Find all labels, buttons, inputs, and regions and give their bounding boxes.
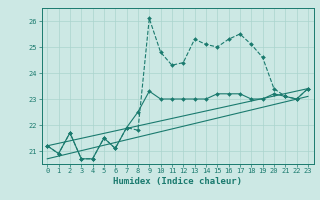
X-axis label: Humidex (Indice chaleur): Humidex (Indice chaleur) bbox=[113, 177, 242, 186]
